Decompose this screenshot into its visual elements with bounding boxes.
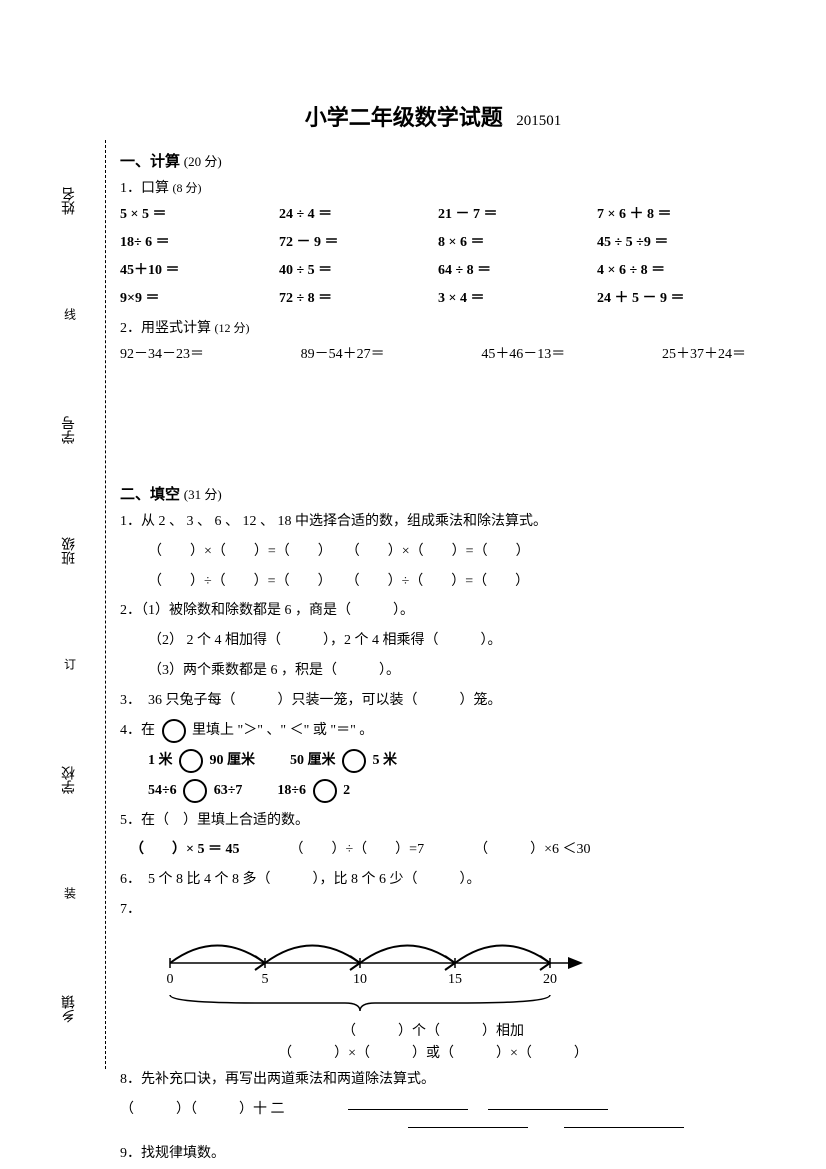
s1-sub1: 1．口算 (8 分) <box>120 177 746 197</box>
side-marker-line: 线 <box>62 308 79 323</box>
side-school: 学校 <box>60 766 80 794</box>
s1-sub1-text: 1．口算 <box>120 181 169 196</box>
q4-row2: 54÷6 63÷7 18÷6 2 <box>120 779 746 803</box>
q8-lines2 <box>400 1127 746 1128</box>
svg-text:0: 0 <box>167 972 174 987</box>
calc-item: 24 ＋ 5 － 9 ＝ <box>597 287 746 307</box>
q8a: （ ）（ ）十 二 <box>120 1098 285 1122</box>
numberline-svg: 0 5 10 15 20 <box>150 928 590 988</box>
calc-item: 18÷ 6 ＝ <box>120 231 269 251</box>
section2-head: 二、填空 (31 分) <box>120 483 746 504</box>
side-name: 姓名 <box>60 187 80 215</box>
q5: 5．在（ ）里填上合适的数。 <box>120 809 746 833</box>
q4-row1: 1 米 90 厘米 50 厘米 5 米 <box>120 749 746 773</box>
q2c: （3）两个乘数都是 6 ，积是（ ）。 <box>120 659 746 683</box>
q4d-r: 2 <box>343 783 350 798</box>
q4b-l: 50 厘米 <box>290 753 336 768</box>
vert-item: 92－34－23＝ <box>120 343 204 363</box>
q2b: （2） 2 个 4 相加得（ ），2 个 4 相乘得（ ）。 <box>120 629 746 653</box>
mental-calc-grid: 5 × 5 ＝ 24 ÷ 4 ＝ 21 － 7 ＝ 7 × 6 ＋ 8 ＝ 18… <box>120 203 746 307</box>
q5b: （ ）÷（ ）=7 <box>289 838 424 862</box>
svg-text:10: 10 <box>353 972 367 987</box>
s2-head-text: 二、填空 <box>120 487 180 503</box>
section1-head: 一、计算 (20 分) <box>120 150 746 171</box>
q9: 9．找规律填数。 <box>120 1142 746 1166</box>
svg-text:5: 5 <box>262 972 269 987</box>
q7a: （ ）个（ ）相加 <box>120 1020 746 1040</box>
q1b: （ ）÷（ ）=（ ） （ ）÷（ ）=（ ） <box>120 570 746 594</box>
circle-icon <box>179 749 203 773</box>
q4-text2: 里填上 "＞" 、" ＜" 或 "＝" 。 <box>192 723 373 738</box>
q5a: （ ）× 5 ＝ 45 <box>130 838 239 862</box>
q7b: （ ）×（ ）或（ ）×（ ） <box>120 1042 746 1062</box>
calc-item: 72 ÷ 8 ＝ <box>279 287 428 307</box>
vert-item: 25＋37＋24＝ <box>662 343 746 363</box>
title-text: 小学二年级数学试题 <box>305 105 503 130</box>
q5-row: （ ）× 5 ＝ 45 （ ）÷（ ）=7 （ ）×6 ＜30 <box>120 838 746 862</box>
vertical-calc-row: 92－34－23＝ 89－54＋27＝ 45＋46－13＝ 25＋37＋24＝ <box>120 343 746 363</box>
calc-item: 21 － 7 ＝ <box>438 203 587 223</box>
s1-sub2-text: 2．用竖式计算 <box>120 321 211 336</box>
svg-text:20: 20 <box>543 972 557 987</box>
calc-item: 72 － 9 ＝ <box>279 231 428 251</box>
calc-item: 3 × 4 ＝ <box>438 287 587 307</box>
q1a: （ ）×（ ）=（ ） （ ）×（ ）=（ ） <box>120 540 746 564</box>
q7: 7． <box>120 898 746 922</box>
s2-pts: (31 分) <box>184 487 222 502</box>
q4: 4．在 里填上 "＞" 、" ＜" 或 "＝" 。 <box>120 719 746 743</box>
svg-text:15: 15 <box>448 972 462 987</box>
brace-svg <box>150 993 590 1013</box>
side-class: 班级 <box>60 537 80 565</box>
number-line: 0 5 10 15 20 <box>150 928 746 1018</box>
q4-text: 4．在 <box>120 723 155 738</box>
s1-sub1-pts: (8 分) <box>173 181 202 195</box>
side-town: 乡镇 <box>60 995 80 1023</box>
circle-icon <box>313 779 337 803</box>
s1-head-text: 一、计算 <box>120 154 180 170</box>
calc-item: 40 ÷ 5 ＝ <box>279 259 428 279</box>
page-title: 小学二年级数学试题 201501 <box>120 100 746 132</box>
side-marker-bind: 订 <box>62 658 79 673</box>
q4d-l: 18÷6 <box>277 783 306 798</box>
circle-icon <box>342 749 366 773</box>
answer-line <box>488 1109 608 1110</box>
q4c-l: 54÷6 <box>148 783 177 798</box>
q3: 3． 36 只兔子每（ ）只装一笼，可以装（ ）笼。 <box>120 689 746 713</box>
answer-line <box>348 1109 468 1110</box>
q4a-l: 1 米 <box>148 753 173 768</box>
calc-item: 45 ÷ 5 ÷9 ＝ <box>597 231 746 251</box>
q8: 8．先补充口诀，再写出两道乘法和两道除法算式。 <box>120 1068 746 1092</box>
q8-row: （ ）（ ）十 二 <box>120 1098 746 1122</box>
title-date: 201501 <box>516 113 561 129</box>
q4b-r: 5 米 <box>373 753 398 768</box>
sidebar: 姓名 线 学号 班级 订 学校 装 乡镇 <box>40 140 100 1069</box>
calc-item: 9×9 ＝ <box>120 287 269 307</box>
q4c-r: 63÷7 <box>214 783 243 798</box>
circle-icon <box>162 719 186 743</box>
s1-sub2-pts: (12 分) <box>215 321 250 335</box>
q2a: 2．（1）被除数和除数都是 6 ，商是（ ）。 <box>120 599 746 623</box>
vert-item: 45＋46－13＝ <box>481 343 565 363</box>
calc-item: 4 × 6 ÷ 8 ＝ <box>597 259 746 279</box>
calc-item: 45＋10 ＝ <box>120 259 269 279</box>
side-id: 学号 <box>60 416 80 444</box>
vertical-divider <box>105 140 106 1069</box>
q4a-r: 90 厘米 <box>210 753 256 768</box>
answer-line <box>408 1127 528 1128</box>
calc-item: 8 × 6 ＝ <box>438 231 587 251</box>
calc-item: 7 × 6 ＋ 8 ＝ <box>597 203 746 223</box>
q5c: （ ）×6 ＜30 <box>474 838 590 862</box>
calc-item: 5 × 5 ＝ <box>120 203 269 223</box>
calc-item: 24 ÷ 4 ＝ <box>279 203 428 223</box>
answer-line <box>564 1127 684 1128</box>
s1-sub2: 2．用竖式计算 (12 分) <box>120 317 746 337</box>
vert-item: 89－54＋27＝ <box>301 343 385 363</box>
side-marker-seal: 装 <box>62 887 79 902</box>
q6: 6． 5 个 8 比 4 个 8 多（ ），比 8 个 6 少（ ）。 <box>120 868 746 892</box>
q1: 1．从 2 、 3 、 6 、 12 、 18 中选择合适的数，组成乘法和除法算… <box>120 510 746 534</box>
s1-pts: (20 分) <box>184 154 222 169</box>
calc-item: 64 ÷ 8 ＝ <box>438 259 587 279</box>
circle-icon <box>183 779 207 803</box>
